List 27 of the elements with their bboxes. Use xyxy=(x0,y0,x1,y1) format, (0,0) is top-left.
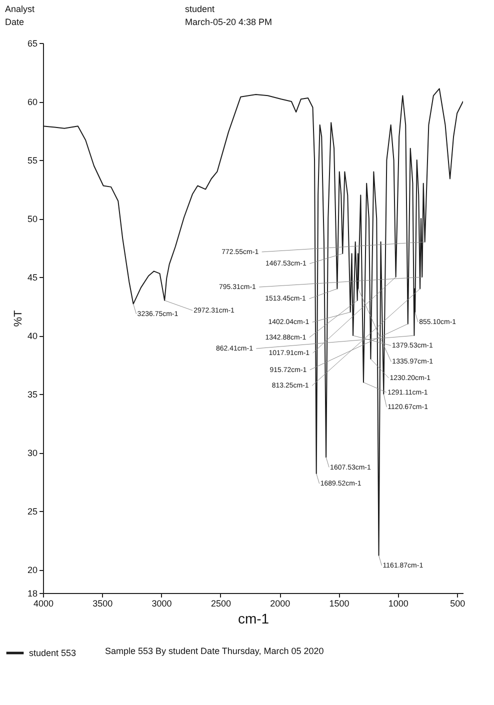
y-tick-label: 40 xyxy=(27,331,38,342)
y-tick-label: 18 xyxy=(27,588,38,598)
y-tick-label: 50 xyxy=(27,214,38,224)
x-tick-label: 3000 xyxy=(152,598,172,608)
y-tick-label: 55 xyxy=(27,156,38,166)
text: March-05-20 4:38 PM xyxy=(185,17,272,27)
y-tick-label: 20 xyxy=(27,565,38,576)
x-tick-label: 2000 xyxy=(270,598,290,608)
y-tick-label: 25 xyxy=(27,506,38,517)
x-tick-label: 2500 xyxy=(210,598,231,608)
text: student xyxy=(185,4,216,14)
y-tick-label: 45 xyxy=(27,272,38,283)
y-axis-title: %T xyxy=(12,310,24,327)
text: Analyst xyxy=(5,4,36,14)
y-tick-label: 65 xyxy=(27,38,38,48)
y-tick-label: 30 xyxy=(27,448,38,458)
legend-label: student 553 xyxy=(29,648,76,658)
x-tick-label: 4000 xyxy=(33,598,54,608)
x-tick-label: 1000 xyxy=(388,598,408,608)
y-tick-label: 35 xyxy=(27,390,38,400)
text: Date xyxy=(5,17,24,27)
x-tick-label: 500 xyxy=(450,598,466,608)
y-tick-label: 60 xyxy=(27,97,38,108)
x-axis-title: cm-1 xyxy=(238,610,270,626)
x-tick-label: 3500 xyxy=(92,598,113,608)
text: Sample 553 By student Date Thursday, March 05 2020 xyxy=(105,646,324,656)
x-tick-label: 1500 xyxy=(329,598,350,608)
